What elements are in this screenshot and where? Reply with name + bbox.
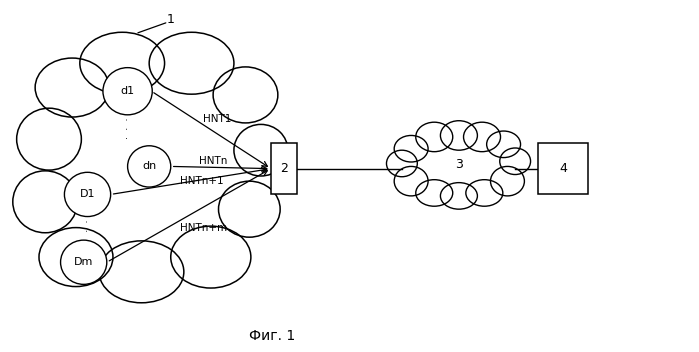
Text: Dm: Dm: [74, 257, 94, 267]
Ellipse shape: [440, 121, 477, 150]
Text: HNT1: HNT1: [203, 114, 231, 124]
Text: 2: 2: [280, 162, 288, 175]
Circle shape: [64, 172, 110, 216]
Circle shape: [103, 68, 152, 115]
FancyBboxPatch shape: [271, 143, 297, 194]
Ellipse shape: [219, 181, 280, 237]
Ellipse shape: [171, 226, 251, 288]
Ellipse shape: [13, 171, 78, 233]
Circle shape: [128, 146, 171, 187]
Ellipse shape: [500, 148, 531, 175]
Ellipse shape: [416, 180, 453, 206]
Ellipse shape: [213, 67, 278, 123]
Text: HNTn+m: HNTn+m: [180, 222, 227, 233]
Text: D1: D1: [80, 189, 95, 200]
Circle shape: [61, 240, 107, 284]
Ellipse shape: [387, 150, 417, 177]
Ellipse shape: [463, 122, 500, 152]
Ellipse shape: [394, 136, 428, 162]
Ellipse shape: [80, 32, 164, 94]
Ellipse shape: [99, 241, 184, 303]
Text: HNTn: HNTn: [199, 156, 228, 165]
Text: 1: 1: [167, 13, 175, 26]
Ellipse shape: [39, 228, 113, 287]
Ellipse shape: [35, 58, 109, 117]
Ellipse shape: [491, 166, 524, 196]
Text: 4: 4: [559, 162, 568, 175]
Ellipse shape: [440, 183, 477, 209]
Text: 3: 3: [455, 158, 463, 171]
Text: Фиг. 1: Фиг. 1: [250, 329, 296, 343]
Ellipse shape: [466, 180, 503, 206]
Ellipse shape: [17, 108, 81, 170]
Ellipse shape: [416, 122, 453, 152]
Ellipse shape: [487, 131, 521, 158]
Text: dn: dn: [142, 162, 157, 171]
Text: d1: d1: [120, 86, 135, 96]
FancyBboxPatch shape: [538, 143, 589, 194]
Ellipse shape: [149, 32, 234, 94]
Ellipse shape: [234, 124, 288, 176]
Text: HNTn+1: HNTn+1: [180, 176, 224, 186]
Text: ·  ·  ·: · · ·: [122, 117, 133, 139]
Text: ·  ·  ·: · · ·: [82, 219, 92, 240]
Ellipse shape: [394, 166, 428, 196]
